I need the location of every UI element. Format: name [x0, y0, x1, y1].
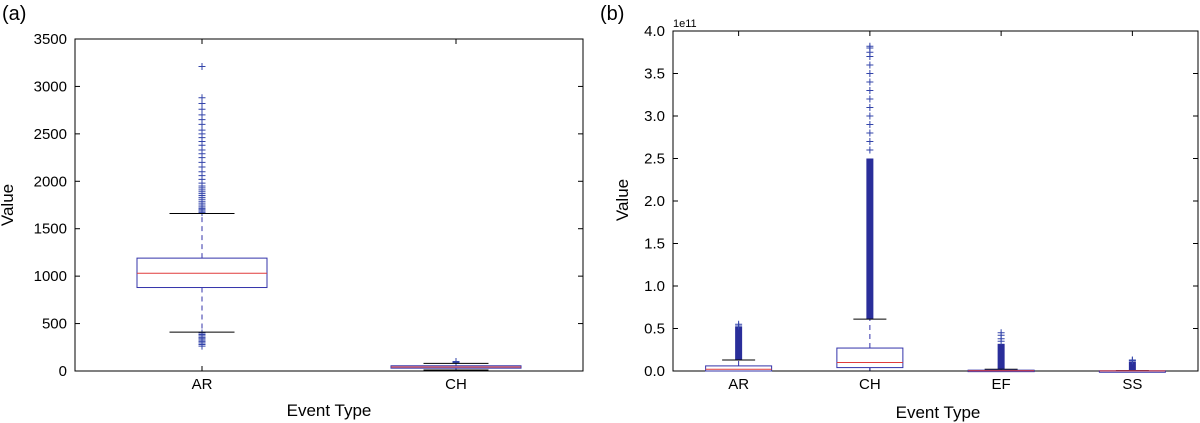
- y-tick-label: 500: [42, 316, 67, 333]
- flier-dense-column: [1128, 361, 1136, 371]
- panel-b-ylabel: Value: [613, 179, 632, 221]
- panel-a-label: (a): [2, 3, 26, 25]
- y-tick-label: 1500: [34, 221, 67, 238]
- box-ch: [836, 42, 904, 372]
- flier-point: [198, 63, 206, 71]
- panel-a: (a) Value Event Type 0 500 1000 1500 2000 250…: [0, 3, 584, 420]
- plot-frame-1: [672, 30, 1199, 372]
- y-tick-label: 0: [59, 363, 67, 380]
- flier-point: [866, 95, 874, 103]
- x-tick-label-ar: AR: [192, 376, 213, 393]
- flier-point: [997, 329, 1005, 337]
- flier-point: [866, 61, 874, 69]
- flier-point: [866, 87, 874, 94]
- flier-point: [866, 70, 874, 77]
- panel-b: (b) Value Event Type 1e11 0.0 0.5 1.0 1.5 2.…: [600, 3, 1199, 422]
- panel-b-label: (b): [600, 3, 624, 25]
- flier-point: [1128, 356, 1136, 364]
- panel-a-xlabel: Event Type: [287, 401, 372, 420]
- y-tick-label: 3.0: [644, 108, 665, 125]
- x-tick-label-ef: EF: [992, 376, 1011, 393]
- box-ss: [1098, 356, 1166, 373]
- panel-a-ylabel: Value: [0, 184, 17, 226]
- y-tick-label: 1.5: [644, 236, 665, 253]
- flier-point: [866, 42, 874, 50]
- plot-frame-0: [74, 38, 584, 372]
- box-iqr: [836, 347, 904, 369]
- box-iqr: [705, 365, 773, 372]
- y-tick-label: 3500: [34, 31, 67, 48]
- x-tick-label-ch: CH: [859, 376, 881, 393]
- panel-b-plot-area: 0.0 0.5 1.0 1.5 2.0 2.5 3.0 3.5 4.0 AR CH EF SS: [644, 23, 1199, 393]
- x-tick-label-ss: SS: [1122, 376, 1142, 393]
- flier-point: [866, 121, 874, 128]
- x-tick-label-ch: CH: [445, 376, 467, 393]
- flier-point: [452, 358, 460, 366]
- flier-point: [866, 112, 874, 120]
- y-tick-label: 2.5: [644, 151, 665, 168]
- x-tick-label-ar: AR: [728, 376, 749, 393]
- y-tick-label: 2500: [34, 126, 67, 143]
- box-ar: [705, 320, 773, 372]
- y-tick-label: 1.0: [644, 278, 665, 295]
- flier-point: [198, 342, 206, 350]
- panel-b-xlabel: Event Type: [896, 403, 981, 422]
- panel-b-scale-label: 1e11: [673, 18, 697, 30]
- flier-point: [866, 129, 874, 137]
- box-ar: [136, 63, 268, 350]
- flier-point: [866, 78, 874, 86]
- y-tick-label: 2.0: [644, 193, 665, 210]
- y-tick-label: 0.0: [644, 363, 665, 380]
- flier-dense-column: [735, 326, 743, 360]
- box-ch: [390, 358, 522, 371]
- flier-point: [866, 138, 874, 145]
- y-tick-label: 3.5: [644, 66, 665, 83]
- y-tick-label: 4.0: [644, 23, 665, 40]
- box-ef: [967, 329, 1035, 373]
- flier-point: [735, 320, 743, 328]
- flier-point: [198, 94, 206, 102]
- flier-dense-column: [866, 158, 874, 320]
- flier-dense-column: [997, 343, 1005, 370]
- y-tick-label: 0.5: [644, 321, 665, 338]
- y-tick-label: 2000: [34, 173, 67, 190]
- y-tick-label: 1000: [34, 268, 67, 285]
- y-tick-label: 3000: [34, 78, 67, 95]
- panel-a-plot-area: 0 500 1000 1500 2000 2500 3000 3500 AR CH: [34, 31, 584, 393]
- flier-point: [866, 146, 874, 154]
- flier-point: [866, 104, 874, 111]
